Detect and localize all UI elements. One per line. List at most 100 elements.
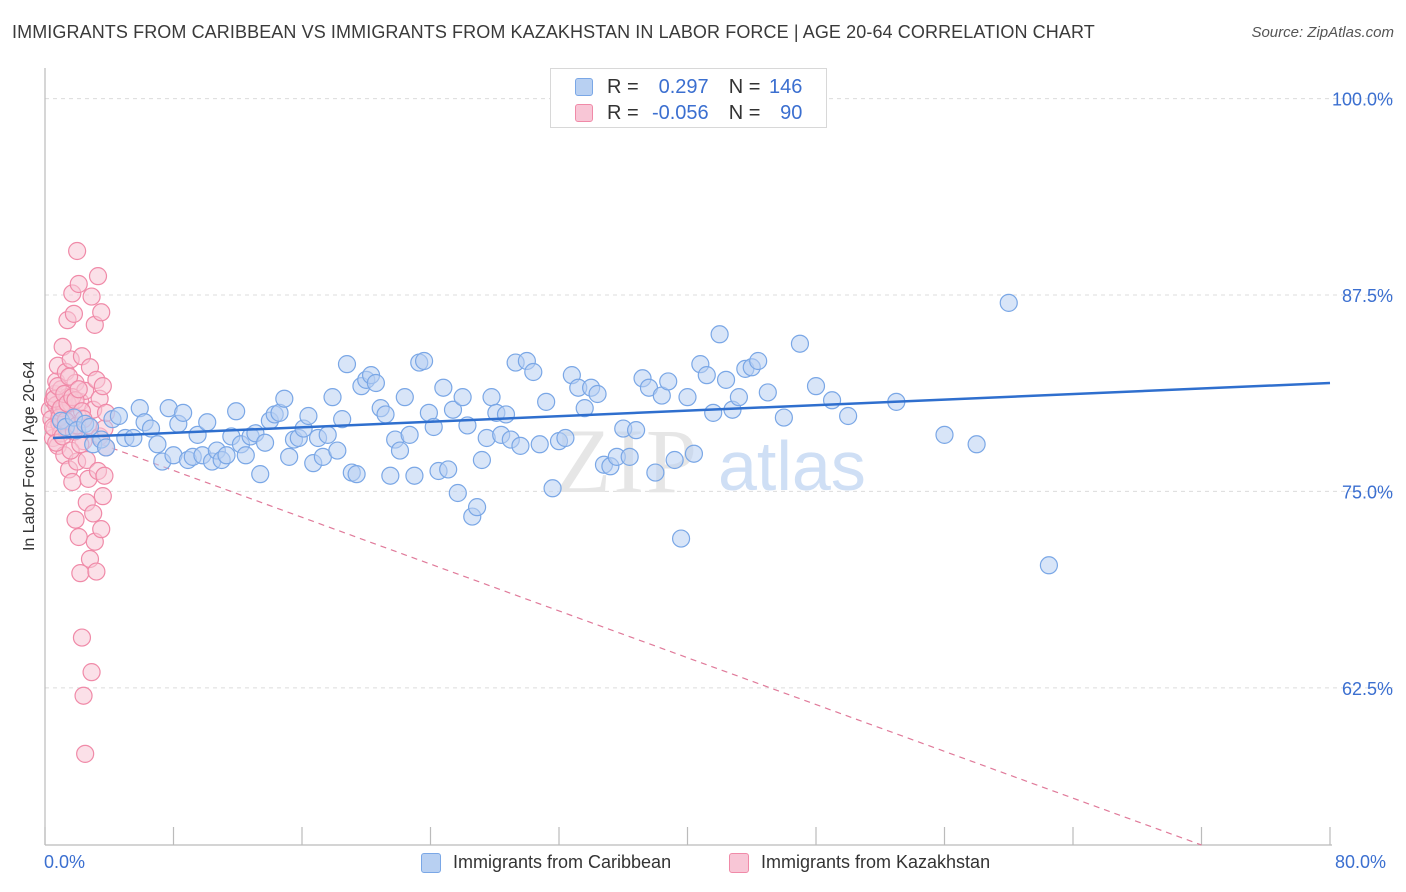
kazakhstan-point — [59, 367, 79, 386]
caribbean-point — [684, 444, 704, 463]
caribbean-point — [626, 421, 646, 440]
caribbean-point — [806, 377, 826, 396]
caribbean-point — [448, 483, 467, 503]
caribbean-point — [280, 447, 299, 466]
caribbean-point — [434, 378, 453, 397]
source-label: Source: ZipAtlas.com — [1251, 24, 1394, 41]
caribbean-point — [710, 325, 729, 344]
caribbean-point — [467, 498, 487, 517]
n-value: 146 — [769, 75, 803, 98]
caribbean-point — [443, 400, 463, 419]
chart-title: IMMIGRANTS FROM CARIBBEAN VS IMMIGRANTS … — [12, 22, 1095, 42]
kazakhstan-point — [93, 487, 112, 506]
legend-label-caribbean: Immigrants from Caribbean — [453, 852, 672, 872]
caribbean-point — [328, 441, 347, 460]
caribbean-point — [472, 450, 491, 470]
kazakhstan-legend-swatch — [729, 852, 749, 873]
caribbean-swatch — [575, 78, 593, 96]
r-value: -0.056 — [651, 101, 709, 124]
caribbean-point — [999, 293, 1018, 312]
kazakhstan-point — [84, 504, 103, 523]
axes — [44, 68, 1332, 846]
kazakhstan-point — [69, 380, 88, 399]
caribbean-point — [337, 355, 357, 374]
kazakhstan-points — [40, 241, 116, 763]
kazakhstan-point — [82, 287, 101, 306]
caribbean-trend — [52, 381, 1331, 440]
kazakhstan-point — [93, 377, 112, 396]
kazakhstan-point — [76, 744, 95, 763]
legend-item-kazakhstan[interactable]: Immigrants from Kazakhstan — [729, 852, 990, 873]
caribbean-point — [537, 392, 556, 411]
caribbean-point — [299, 406, 318, 426]
n-label: N = — [728, 75, 761, 98]
x-tick-max: 80.0% — [1335, 852, 1387, 872]
caribbean-point — [96, 438, 116, 457]
y-tick-label: 75.0% — [1342, 482, 1393, 502]
caribbean-point — [758, 383, 777, 402]
caribbean-point — [453, 388, 472, 407]
kazakhstan-swatch — [575, 104, 593, 122]
caribbean-point — [659, 372, 678, 391]
caribbean-point — [496, 405, 516, 424]
caribbean-point — [174, 403, 193, 422]
correlation-legend: R = 0.297 N = 146 R = -0.056 N = 90 — [550, 68, 827, 128]
caribbean-point — [749, 351, 768, 371]
caribbean-point — [318, 425, 337, 444]
caribbean-point — [729, 388, 749, 407]
caribbean-point — [543, 479, 562, 498]
caribbean-point — [530, 435, 549, 454]
caribbean-point — [620, 447, 639, 466]
kazakhstan-point — [66, 510, 85, 529]
caribbean-point — [556, 428, 575, 448]
caribbean-point — [414, 351, 434, 371]
caribbean-point — [109, 406, 128, 426]
kazakhstan-point — [64, 304, 84, 323]
caribbean-point — [333, 410, 352, 429]
r-label: R = — [607, 101, 639, 124]
caribbean-point — [400, 425, 419, 444]
caribbean-point — [790, 334, 810, 353]
caribbean-point — [704, 403, 723, 422]
caribbean-legend-swatch — [421, 852, 441, 873]
legend-row-caribbean: R = 0.297 N = 146 — [575, 75, 802, 99]
caribbean-point — [390, 441, 410, 460]
caribbean-point — [217, 446, 236, 465]
caribbean-point — [646, 463, 665, 482]
caribbean-point — [381, 466, 400, 485]
kazakhstan-point — [82, 663, 101, 682]
watermark-atlas: atlas — [718, 427, 866, 505]
caribbean-point — [774, 408, 793, 427]
kazakhstan-point — [92, 303, 111, 322]
caribbean-point — [439, 460, 458, 479]
caribbean-point — [524, 362, 543, 382]
caribbean-point — [822, 391, 842, 410]
legend-item-caribbean[interactable]: Immigrants from Caribbean — [421, 852, 671, 873]
caribbean-point — [665, 450, 684, 470]
caribbean-point — [227, 402, 246, 421]
caribbean-point — [148, 435, 167, 454]
kazakhstan-point — [87, 562, 106, 581]
caribbean-point — [671, 529, 691, 548]
caribbean-point — [839, 406, 858, 426]
caribbean-point — [366, 373, 385, 393]
n-value: 90 — [780, 101, 803, 124]
kazakhstan-point — [74, 686, 93, 705]
kazakhstan-point — [68, 241, 87, 261]
caribbean-trend-line — [52, 381, 1331, 440]
caribbean-point — [255, 433, 275, 452]
caribbean-point — [1039, 556, 1059, 575]
caribbean-point — [236, 446, 255, 465]
kazakhstan-point — [88, 267, 108, 286]
kazakhstan-point — [92, 520, 111, 539]
y-tick-label: 87.5% — [1342, 286, 1393, 306]
caribbean-point — [482, 388, 501, 407]
kazakhstan-point — [69, 274, 88, 294]
x-tick-min: 0.0% — [44, 852, 86, 872]
y-tick-labels: 100.0% 87.5% 75.0% 62.5% — [1332, 90, 1393, 699]
kazakhstan-point — [72, 628, 92, 647]
r-label: R = — [607, 75, 639, 98]
caribbean-point — [678, 388, 697, 407]
caribbean-point — [347, 465, 366, 484]
n-label: N = — [728, 101, 761, 124]
